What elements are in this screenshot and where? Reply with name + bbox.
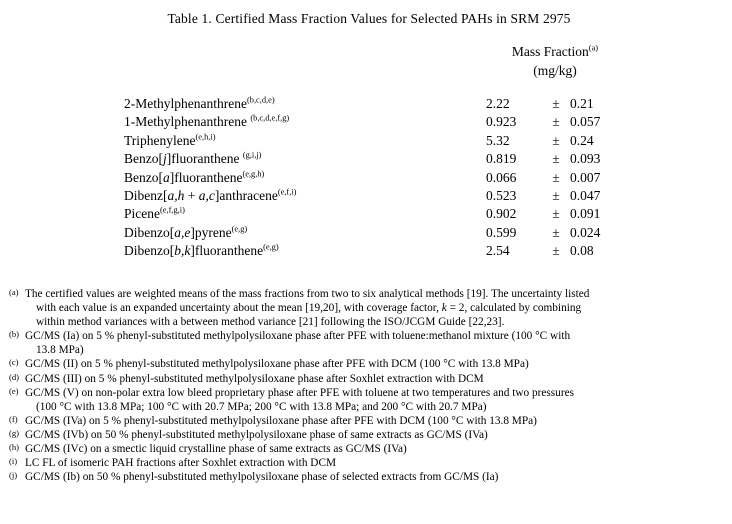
uncertainty-value: 0.21	[570, 96, 594, 111]
mass-fraction-value: 0.819	[486, 151, 517, 167]
footnote-a: (a) The certified values are weighted mea…	[8, 287, 724, 329]
mass-fraction-value: 0.599	[486, 224, 517, 240]
compound-footnote-refs: (b,c,d,e,f,g)	[250, 113, 290, 123]
mass-fraction-value: 0.523	[486, 188, 517, 204]
footnote-line: (100 °C with 13.8 MPa; 100 °C with 20.7 …	[36, 400, 487, 413]
footnote-line: LC FL of isomeric PAH fractions after So…	[25, 457, 337, 470]
certified-values-table: 2-Methylphenanthrene(b,c,d,e) 2.22 ± 0.2…	[0, 95, 732, 261]
footnote-line: The certified values are weighted means …	[25, 288, 590, 300]
mass-fraction-value: 0.902	[486, 206, 517, 222]
mass-fraction-value: 0.066	[486, 169, 517, 185]
mass-fraction-value: 0.923	[486, 114, 517, 130]
column-header-footnote-ref: (a)	[588, 43, 599, 53]
plus-minus-sign: ±	[552, 132, 560, 148]
table-row: Dibenz[a,h + a,c]anthracene(e,f,i) 0.523…	[0, 187, 732, 205]
compound-name: 1-Methylphenanthrene (b,c,d,e,f,g)	[124, 113, 290, 130]
compound-name: Triphenylene(e,h,i)	[124, 132, 216, 148]
table-row: Picene(e,f,g,i) 0.902 ± 0.091	[0, 205, 732, 223]
compound-name: Dibenzo[a,e]pyrene(e,g)	[124, 224, 248, 240]
compound-footnote-refs: (e,h,i)	[195, 132, 216, 142]
footnote-b: (b) GC/MS (Ia) on 5 % phenyl-substituted …	[8, 329, 724, 357]
footnote-line: GC/MS (II) on 5 % phenyl-substituted met…	[25, 358, 529, 371]
plus-minus-sign: ±	[552, 96, 560, 111]
mass-fraction-value: 2.54	[486, 243, 510, 259]
footnote-f: (f) GC/MS (IVa) on 5 % phenyl-substituted…	[8, 414, 724, 428]
footnote-line: GC/MS (III) on 5 % phenyl-substituted me…	[25, 372, 484, 385]
footnote-line: within method variances with a between m…	[36, 316, 505, 329]
uncertainty-value: 0.047	[570, 188, 601, 204]
footnote-g: (g) GC/MS (IVb) on 50 % phenyl-substitute…	[8, 428, 724, 442]
footnote-line: GC/MS (Ib) on 50 % phenyl-substituted me…	[25, 471, 499, 484]
compound-footnote-refs: (e,f,g,i)	[160, 205, 185, 215]
compound-footnote-refs: (e,g,h)	[242, 169, 265, 179]
plus-minus-sign: ±	[552, 224, 560, 240]
compound-name: Picene(e,f,g,i)	[124, 205, 185, 222]
table-row: Benzo[a]fluoranthene(e,g,h) 0.066 ± 0.00…	[0, 169, 732, 187]
table-row: Triphenylene(e,h,i) 5.32 ± 0.24	[0, 132, 732, 150]
footnote-i: (i) LC FL of isomeric PAH fractions after…	[8, 456, 724, 470]
footnote-h: (h) GC/MS (IVc) on a smectic liquid cryst…	[8, 442, 724, 456]
footnote-marker: (c)	[9, 357, 19, 368]
footnote-marker: (a)	[9, 287, 19, 297]
plus-minus-sign: ±	[552, 114, 560, 130]
compound-footnote-refs: (e,f,i)	[277, 187, 297, 197]
footnote-marker: (b)	[9, 329, 20, 340]
compound-name: Benzo[a]fluoranthene(e,g,h)	[124, 169, 265, 185]
table-row: 1-Methylphenanthrene (b,c,d,e,f,g) 0.923…	[0, 113, 732, 131]
plus-minus-sign: ±	[552, 151, 560, 167]
page-title: Table 1. Certified Mass Fraction Values …	[167, 11, 571, 26]
footnote-e: (e) GC/MS (V) on non-polar extra low blee…	[8, 386, 724, 414]
compound-footnote-refs: (e,g)	[231, 224, 248, 234]
footnote-line: GC/MS (Ia) on 5 % phenyl-substituted met…	[25, 330, 571, 343]
footnote-c: (c) GC/MS (II) on 5 % phenyl-substituted …	[8, 357, 724, 371]
compound-name: Dibenzo[b,k]fluoranthene(e,g)	[124, 242, 279, 259]
column-header-unit: (mg/kg)	[533, 63, 577, 78]
table-row: Dibenzo[a,e]pyrene(e,g) 0.599 ± 0.024	[0, 224, 732, 242]
plus-minus-sign: ±	[552, 206, 560, 222]
footnote-marker: (g)	[9, 427, 20, 438]
footnote-marker: (d)	[9, 371, 20, 382]
footnote-line: GC/MS (V) on non-polar extra low bleed p…	[25, 386, 575, 399]
column-header-label: Mass Fraction	[511, 44, 589, 59]
uncertainty-value: 0.024	[570, 224, 601, 240]
uncertainty-value: 0.24	[570, 132, 594, 148]
footnote-line: GC/MS (IVb) on 50 % phenyl-substituted m…	[25, 428, 488, 441]
compound-footnote-refs: (e,g)	[263, 242, 279, 252]
plus-minus-sign: ±	[552, 243, 560, 259]
table-row: Dibenzo[b,k]fluoranthene(e,g) 2.54 ± 0.0…	[0, 242, 732, 260]
footnote-marker: (i)	[9, 456, 18, 467]
compound-footnote-refs: (g,i,j)	[242, 150, 262, 160]
footnote-j: (j) GC/MS (Ib) on 50 % phenyl-substituted…	[8, 470, 724, 484]
uncertainty-value: 0.093	[570, 151, 601, 167]
compound-name: Benzo[j]fluoranthene (g,i,j)	[124, 150, 262, 167]
footnote-marker: (j)	[9, 470, 18, 481]
table-row: 2-Methylphenanthrene(b,c,d,e) 2.22 ± 0.2…	[0, 95, 732, 113]
column-header-mass-fraction: Mass Fraction(a) (mg/kg)	[455, 42, 655, 80]
table-body: 2-Methylphenanthrene(b,c,d,e) 2.22 ± 0.2…	[0, 95, 732, 261]
uncertainty-value: 0.091	[570, 206, 601, 222]
uncertainty-value: 0.007	[570, 169, 601, 185]
compound-footnote-refs: (b,c,d,e)	[246, 95, 275, 105]
plus-minus-sign: ±	[552, 169, 560, 185]
compound-name: Dibenz[a,h + a,c]anthracene(e,f,i)	[124, 187, 297, 204]
mass-fraction-value: 2.22	[486, 96, 510, 111]
footnote-line: with each value is an expanded uncertain…	[36, 302, 582, 315]
plus-minus-sign: ±	[552, 188, 560, 204]
footnote-d: (d) GC/MS (III) on 5 % phenyl-substituted…	[8, 372, 724, 386]
compound-name: 2-Methylphenanthrene(b,c,d,e)	[124, 95, 275, 111]
mass-fraction-value: 5.32	[486, 132, 510, 148]
footnote-marker: (e)	[9, 385, 19, 396]
uncertainty-value: 0.08	[570, 243, 594, 259]
table-row: Benzo[j]fluoranthene (g,i,j) 0.819 ± 0.0…	[0, 150, 732, 168]
footnote-line: GC/MS (IVc) on a smectic liquid crystall…	[25, 443, 407, 456]
uncertainty-value: 0.057	[570, 114, 601, 130]
footnote-marker: (f)	[9, 413, 18, 424]
footnote-line: 13.8 MPa)	[36, 344, 84, 357]
footnote-marker: (h)	[9, 442, 20, 453]
footnotes-section: (a) The certified values are weighted mea…	[8, 287, 724, 484]
footnote-line: GC/MS (IVa) on 5 % phenyl-substituted me…	[25, 414, 537, 427]
